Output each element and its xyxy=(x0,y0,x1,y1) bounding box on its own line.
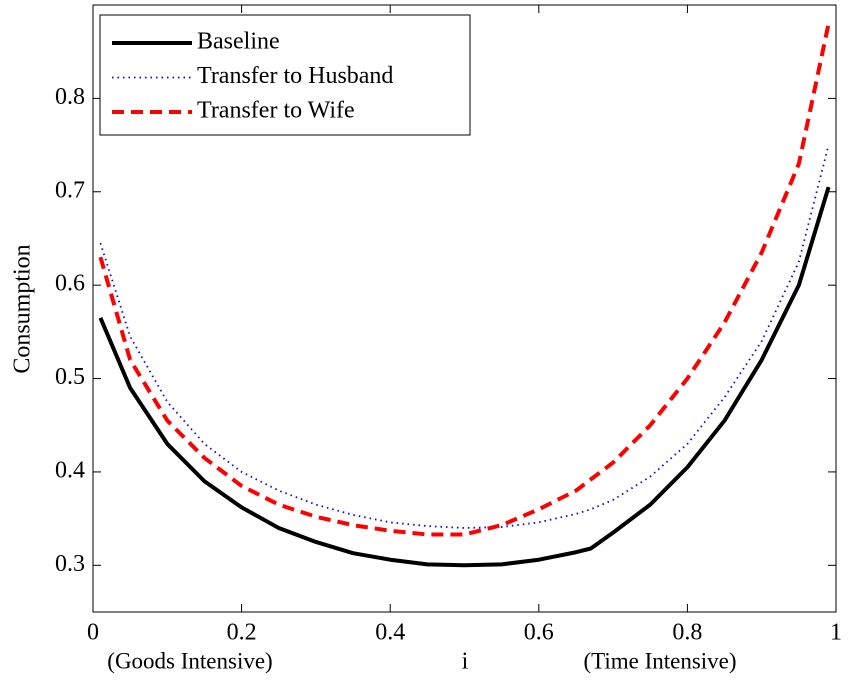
series-line xyxy=(98,23,831,537)
y-tick-label: 0.8 xyxy=(55,84,85,110)
y-tick-label: 0.7 xyxy=(55,177,85,203)
y-axis-label: Consumption xyxy=(10,244,36,373)
plot-frame xyxy=(92,4,837,613)
legend-label: Transfer to Husband xyxy=(197,63,393,89)
annotation: (Time Intensive) xyxy=(583,648,736,673)
y-tick-label: 0.6 xyxy=(55,271,85,297)
legend-label: Baseline xyxy=(197,29,280,55)
y-tick-label: 0.5 xyxy=(55,364,85,390)
legend-box xyxy=(99,14,471,136)
x-tick-label: 0.2 xyxy=(227,620,257,646)
y-tick-label: 0.3 xyxy=(55,551,85,577)
x-tick-label: 0 xyxy=(87,620,99,646)
x-axis-label: i xyxy=(462,649,469,675)
x-tick-label: 1 xyxy=(830,620,842,646)
annotation: (Goods Intensive) xyxy=(107,648,272,673)
x-tick-label: 0.4 xyxy=(375,620,405,646)
x-tick-label: 0.8 xyxy=(672,620,702,646)
series-line xyxy=(99,144,830,529)
y-tick-label: 0.4 xyxy=(55,457,85,483)
x-tick-label: 0.6 xyxy=(524,620,554,646)
legend-label: Transfer to Wife xyxy=(197,98,355,124)
series-line xyxy=(98,186,831,568)
